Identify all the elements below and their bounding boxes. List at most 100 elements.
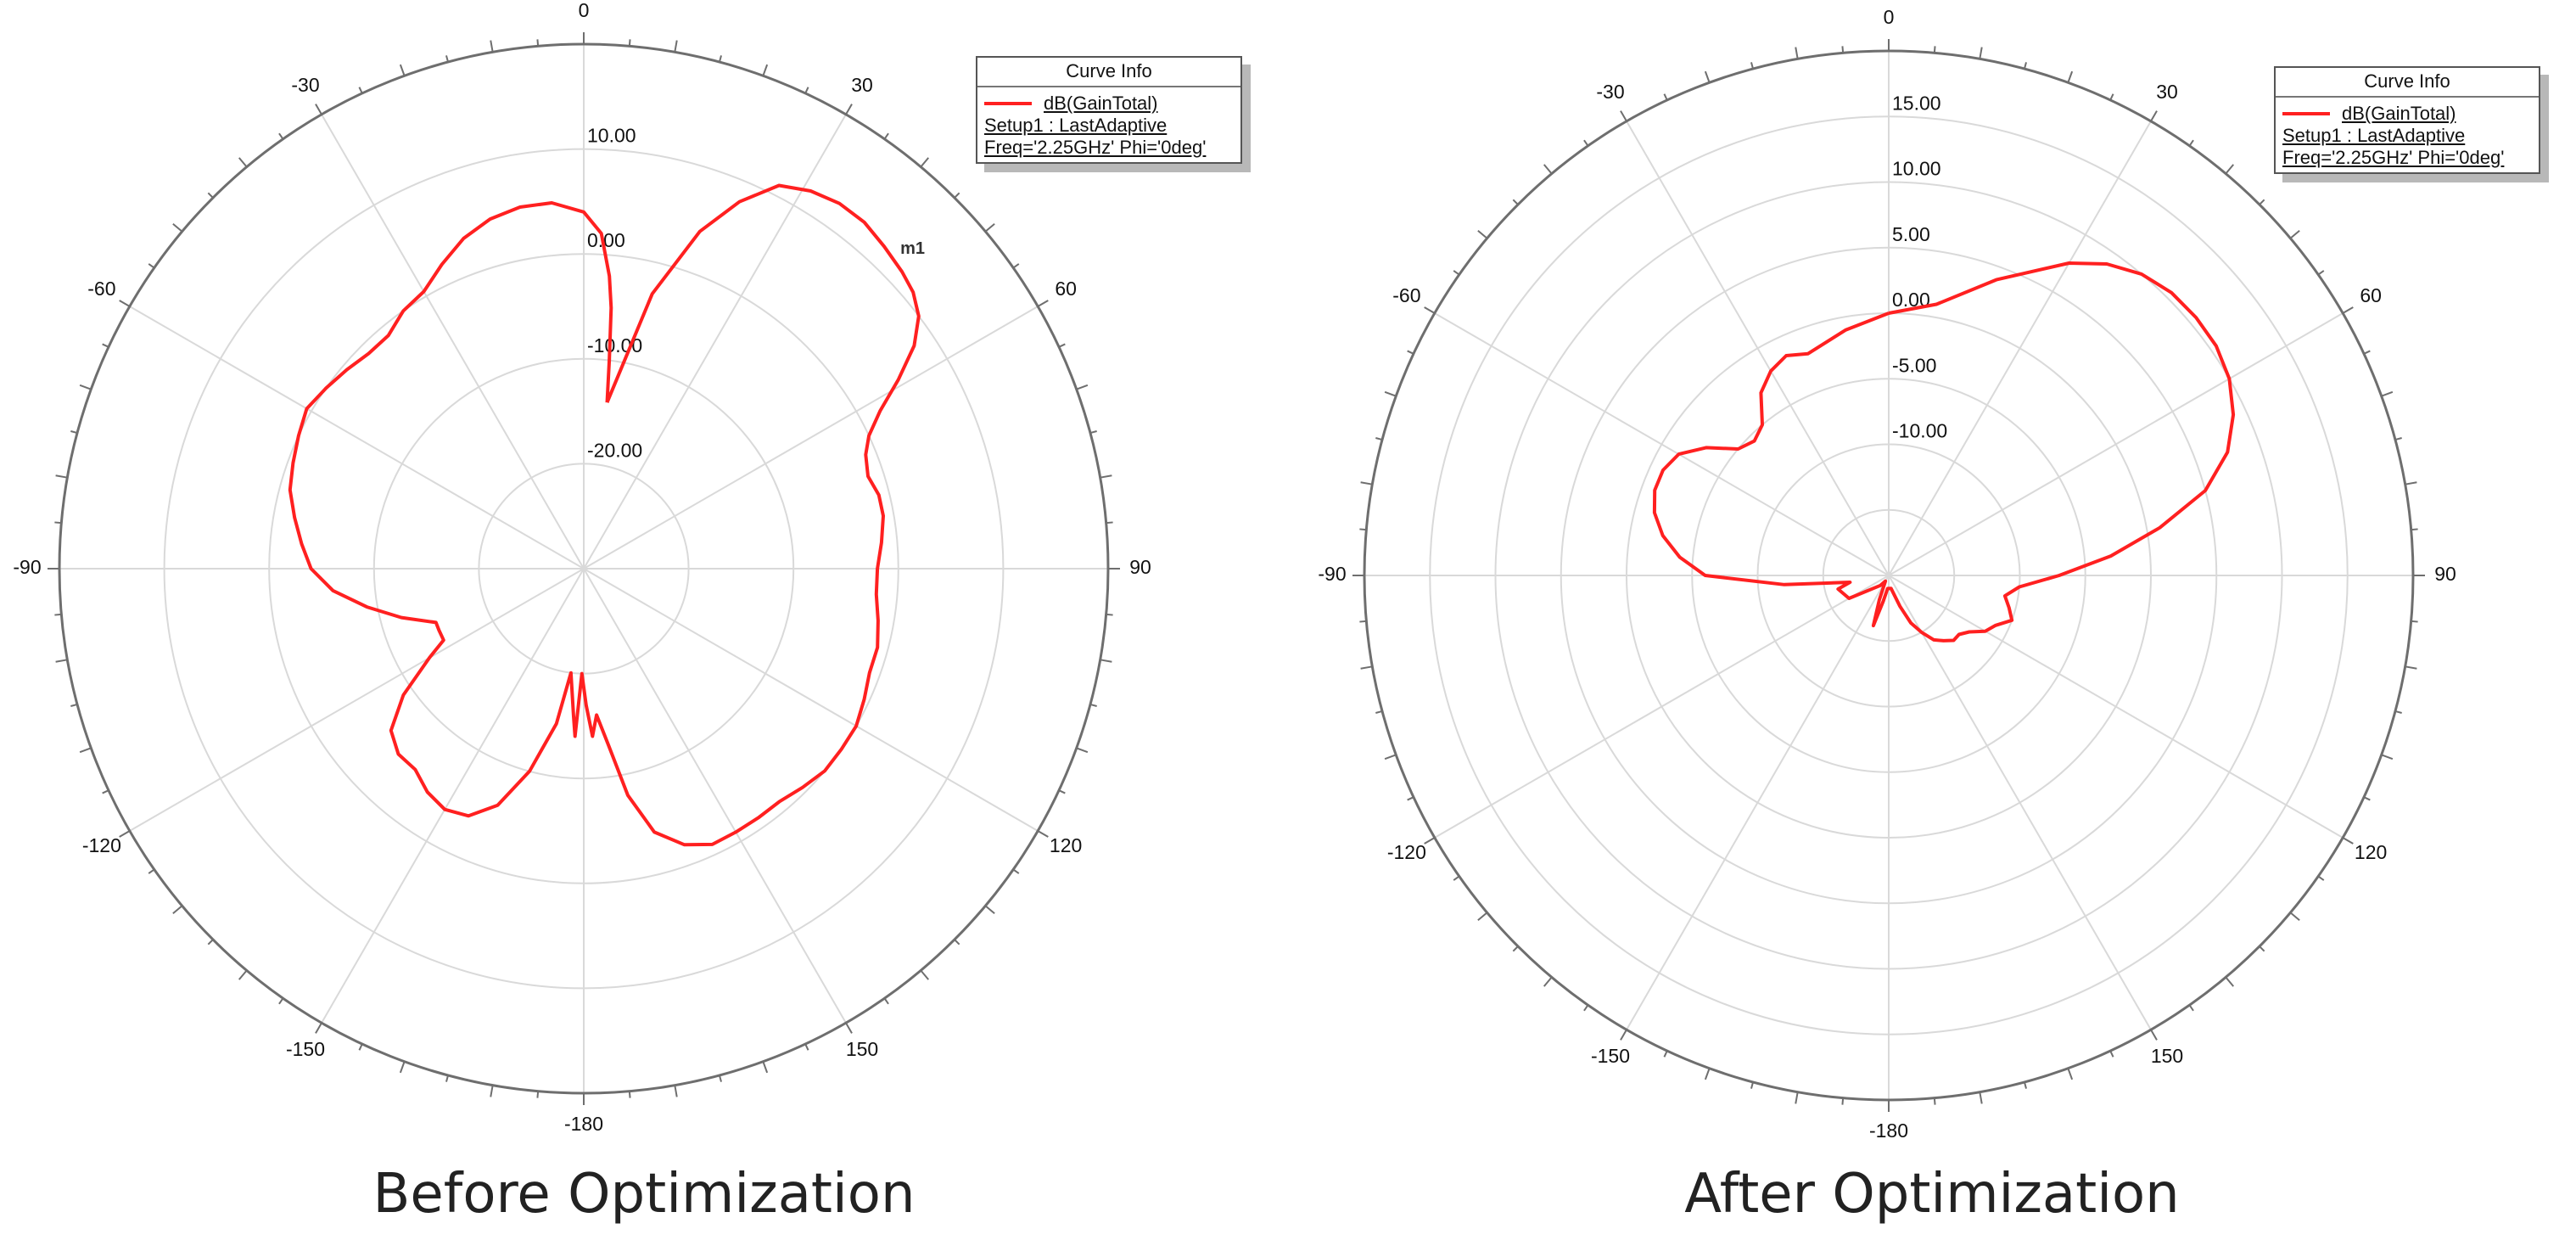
angle-tick-mark	[2381, 754, 2394, 760]
angle-tick-mark	[2405, 665, 2417, 670]
angle-tick-mark	[172, 905, 183, 915]
legend-freq: Freq='2.25GHz' Phi='0deg'	[2282, 147, 2505, 168]
angle-tick-mark	[1037, 830, 1049, 838]
angle-label: -180	[1869, 1120, 1908, 1137]
angle-tick-mark	[148, 868, 155, 874]
angle-tick-mark	[490, 40, 494, 53]
angle-tick-mark	[1620, 1029, 1627, 1041]
angle-tick-mark	[2225, 164, 2235, 175]
angle-label: -120	[1387, 841, 1426, 863]
angle-tick-mark	[315, 1022, 322, 1034]
angle-tick-mark	[1841, 1097, 1845, 1105]
angle-label: -90	[1318, 563, 1346, 585]
grid-spoke	[1888, 575, 2344, 839]
angle-tick-mark	[1704, 70, 1711, 83]
angle-tick-mark	[2411, 620, 2418, 623]
angle-tick-mark	[119, 300, 131, 307]
angle-tick-mark	[2381, 390, 2394, 397]
angle-tick-mark	[1089, 703, 1097, 707]
angle-tick-mark	[1583, 1004, 1589, 1012]
angle-tick-mark	[2394, 710, 2402, 714]
grid-spoke	[1888, 312, 2344, 576]
angle-tick-mark	[445, 55, 450, 63]
angle-tick-mark	[762, 1061, 769, 1074]
angle-label: -30	[291, 74, 319, 96]
angle-tick-mark	[1841, 46, 1845, 53]
angle-tick-mark	[54, 613, 62, 616]
legend-entry[interactable]: dB(GainTotal)	[2276, 98, 2539, 125]
angle-tick-mark	[2188, 1004, 2194, 1012]
angle-tick-mark	[2109, 93, 2114, 101]
legend-setup: Setup1 : LastAdaptive	[984, 115, 1168, 136]
angle-label: -180	[564, 1113, 603, 1135]
angle-tick-mark	[207, 192, 214, 199]
angle-tick-mark	[2342, 837, 2354, 845]
angle-tick-mark	[1583, 139, 1589, 147]
angle-tick-mark	[954, 939, 960, 946]
angle-label: -90	[13, 556, 41, 578]
angle-tick-mark	[2067, 1068, 2074, 1080]
radial-label: 10.00	[1892, 158, 1941, 180]
angle-tick-mark	[2342, 306, 2354, 314]
angle-tick-mark	[207, 939, 214, 946]
angle-tick-mark	[1360, 665, 1373, 670]
angle-tick-mark	[2109, 1050, 2114, 1058]
angle-tick-mark	[70, 430, 78, 435]
angle-tick-mark	[674, 40, 678, 53]
angle-tick-mark	[490, 1085, 494, 1097]
angle-tick-mark	[804, 87, 809, 94]
angle-tick-mark	[1704, 1068, 1711, 1080]
angle-label: 30	[2156, 81, 2178, 103]
legend-before[interactable]: Curve Info dB(GainTotal) Setup1 : LastAd…	[976, 56, 1242, 164]
angle-tick-mark	[1424, 837, 1436, 845]
legend-freq: Freq='2.25GHz' Phi='0deg'	[984, 137, 1207, 158]
angle-tick-mark	[2023, 62, 2027, 70]
angle-tick-mark	[1076, 384, 1089, 390]
angle-tick-mark	[1375, 437, 1383, 441]
radial-label: 15.00	[1892, 92, 1941, 114]
angle-tick-mark	[1058, 789, 1066, 794]
angle-tick-mark	[79, 384, 92, 390]
angle-tick-mark	[2411, 528, 2418, 531]
gain-curve	[288, 183, 921, 847]
angle-tick-mark	[1058, 343, 1066, 348]
angle-tick-mark	[54, 521, 62, 525]
angle-tick-mark	[1037, 300, 1049, 307]
angle-tick-mark	[2225, 976, 2235, 987]
angle-tick-mark	[1384, 390, 1397, 397]
grid-spoke	[321, 568, 585, 1024]
angle-label: 150	[846, 1038, 878, 1060]
angle-label: 0	[579, 0, 590, 21]
legend-title: Curve Info	[2276, 68, 2539, 98]
polar-chart-after: 0 30 60 90 120 150 -180 -150 -120 -90 -60 -30 15.00 1…	[1288, 0, 2576, 1257]
angle-tick-mark	[883, 997, 889, 1005]
legend-trace: dB(GainTotal)	[1044, 93, 1158, 114]
angle-tick-mark	[1089, 430, 1097, 435]
angle-tick-mark	[399, 1061, 406, 1074]
angle-tick-mark	[358, 1043, 363, 1051]
angle-tick-mark	[358, 87, 363, 94]
radial-label: 5.00	[1892, 223, 1930, 245]
angle-tick-mark	[1795, 1091, 1799, 1104]
angle-tick-mark	[102, 789, 109, 794]
angle-tick-mark	[102, 343, 109, 348]
angle-tick-mark	[2067, 70, 2074, 83]
angle-label: -60	[87, 278, 115, 300]
angle-label: 30	[851, 74, 873, 96]
legend-entry[interactable]: dB(GainTotal)	[977, 87, 1240, 115]
angle-tick-mark	[1360, 481, 1373, 485]
angle-tick-mark	[1012, 263, 1020, 269]
legend-title: Curve Info	[977, 58, 1240, 87]
angle-tick-mark	[718, 55, 722, 63]
radial-label: -10.00	[1892, 420, 1947, 442]
grid-spoke	[1434, 575, 1890, 839]
angle-tick-mark	[762, 64, 769, 76]
radial-label: 10.00	[587, 125, 636, 147]
angle-tick-mark	[1100, 474, 1112, 479]
legend-after[interactable]: Curve Info dB(GainTotal) Setup1 : LastAd…	[2274, 66, 2540, 174]
angle-label: 120	[2355, 841, 2387, 863]
angle-tick-mark	[79, 747, 92, 754]
grid-spoke	[1626, 121, 1890, 576]
angle-tick-mark	[2363, 350, 2371, 355]
grid-spoke	[321, 114, 585, 570]
